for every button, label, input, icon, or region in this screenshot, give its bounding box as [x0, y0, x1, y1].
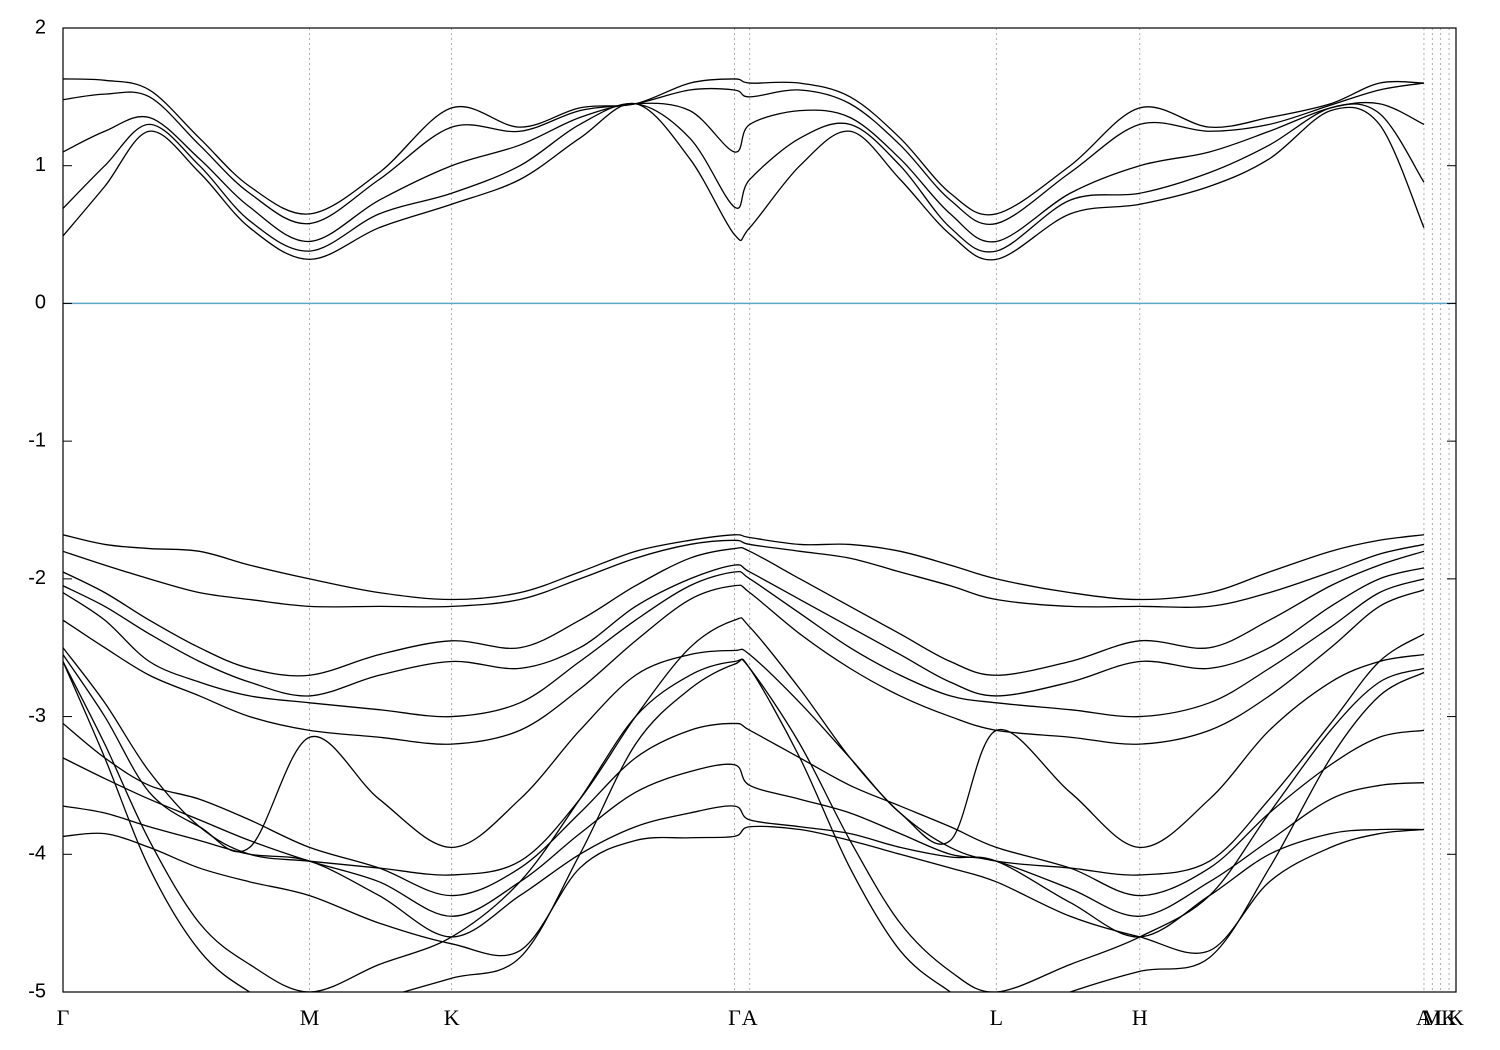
x-tick-label: K [444, 1005, 460, 1030]
band-line [63, 78, 1424, 216]
band-line [63, 658, 1425, 992]
grid [62, 28, 1457, 992]
band-line [63, 539, 1425, 609]
plot-frame [62, 27, 1457, 993]
band-line [63, 101, 1425, 243]
x-tick-label: M [300, 1005, 320, 1030]
band-line [63, 564, 1425, 697]
band-line [63, 534, 1425, 601]
x-tick-label: A [742, 1005, 758, 1030]
y-tick-label: -3 [28, 705, 46, 727]
x-tick-label: M [1423, 1005, 1443, 1030]
y-tick-label: 2 [35, 16, 46, 38]
band-line [63, 102, 1425, 261]
x-tick-label: Γ [728, 1005, 741, 1030]
y-tick-label: -4 [28, 843, 46, 865]
x-tick-label: K [1448, 1005, 1464, 1030]
x-tick-label: L [1434, 1005, 1447, 1030]
y-tick-label: -1 [28, 429, 46, 451]
band-line [63, 648, 1425, 853]
y-tick-label: -2 [28, 567, 46, 589]
band-line [63, 805, 1424, 938]
band-line [63, 102, 1425, 253]
y-tick-label: -5 [28, 980, 46, 1002]
bands [63, 78, 1425, 992]
y-tick-label: 0 [35, 292, 46, 314]
x-tick-label: Γ [57, 1005, 70, 1030]
band-line [63, 617, 1425, 876]
band-line [63, 584, 1425, 745]
band-line [63, 757, 1424, 917]
band-line [63, 825, 1425, 957]
band-line [63, 658, 1425, 992]
y-tick-label: 1 [35, 154, 46, 176]
band-line [63, 722, 1425, 897]
band-line [63, 570, 1425, 718]
x-tick-label: A [1416, 1005, 1432, 1030]
x-tick-label: L [990, 1005, 1003, 1030]
band-line [63, 546, 1425, 677]
band-line [63, 82, 1425, 226]
x-tick-label: K [1441, 1005, 1457, 1030]
x-tick-label: H [1132, 1005, 1148, 1030]
